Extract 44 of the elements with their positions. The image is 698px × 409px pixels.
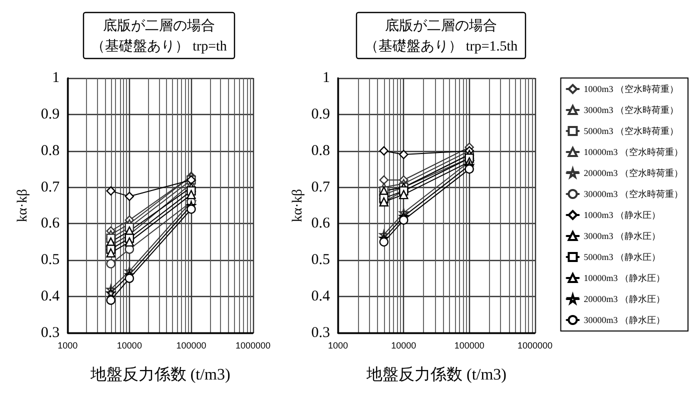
chart-subtitle: （基礎盤あり） trp=1.5th bbox=[364, 38, 518, 54]
legend-label: 3000m3 （静水圧） bbox=[584, 231, 661, 241]
y-tick-label: 0.3 bbox=[40, 325, 60, 341]
legend-label: 5000m3 （静水圧） bbox=[584, 252, 661, 262]
y-tick-label: 1 bbox=[322, 70, 330, 86]
y-tick-label: 0.6 bbox=[311, 216, 330, 232]
y-tick-label: 0.8 bbox=[40, 142, 60, 159]
chart-title: 底版が二層の場合 bbox=[103, 18, 215, 34]
legend-label: 20000m3 （静水圧） bbox=[584, 294, 666, 304]
x-tick-label: 1000 bbox=[58, 340, 78, 350]
y-tick-label: 0.5 bbox=[40, 252, 60, 268]
y-tick-label: 0.5 bbox=[311, 252, 330, 268]
x-tick-label: 100000 bbox=[454, 340, 484, 350]
legend-label: 20000m3 （空水時荷重） bbox=[584, 168, 684, 178]
x-tick-label: 1000000 bbox=[235, 340, 271, 350]
legend-label: 5000m3 （空水時荷重） bbox=[584, 126, 679, 136]
x-tick-label: 100000 bbox=[176, 340, 206, 350]
legend-label: 1000m3 （空水時荷重） bbox=[584, 84, 679, 94]
y-tick-label: 0.6 bbox=[40, 216, 60, 232]
chart-subtitle: （基礎盤あり） trp=th bbox=[91, 38, 227, 54]
y-tick-label: 0.8 bbox=[311, 142, 330, 159]
legend-label: 1000m3 （静水圧） bbox=[584, 210, 661, 220]
y-tick-label: 0.7 bbox=[40, 179, 60, 196]
y-axis-title: kα·kβ bbox=[290, 188, 306, 222]
legend-label: 30000m3 （静水圧） bbox=[584, 315, 666, 325]
legend-label: 10000m3 （空水時荷重） bbox=[584, 147, 684, 157]
y-tick-label: 1 bbox=[52, 70, 60, 86]
y-tick-label: 0.9 bbox=[40, 106, 60, 122]
legend-label: 10000m3 （静水圧） bbox=[584, 273, 666, 283]
y-tick-label: 0.7 bbox=[311, 179, 330, 196]
x-tick-label: 10000 bbox=[116, 340, 142, 350]
y-tick-label: 0.4 bbox=[40, 288, 60, 305]
x-axis-title: 地盤反力係数 (t/m3) bbox=[366, 366, 506, 384]
x-tick-label: 1000000 bbox=[517, 340, 553, 350]
y-tick-label: 0.3 bbox=[311, 325, 330, 341]
y-tick-label: 0.4 bbox=[311, 288, 330, 305]
legend-label: 30000m3 （空水時荷重） bbox=[584, 189, 684, 199]
x-axis-title: 地盤反力係数 (t/m3) bbox=[89, 366, 230, 384]
chart-title: 底版が二層の場合 bbox=[385, 18, 497, 34]
x-tick-label: 1000 bbox=[328, 340, 348, 350]
y-tick-label: 0.9 bbox=[311, 106, 330, 122]
y-axis-title: kα·kβ bbox=[16, 188, 30, 222]
legend-label: 3000m3 （空水時荷重） bbox=[584, 105, 679, 115]
x-tick-label: 10000 bbox=[391, 340, 416, 350]
